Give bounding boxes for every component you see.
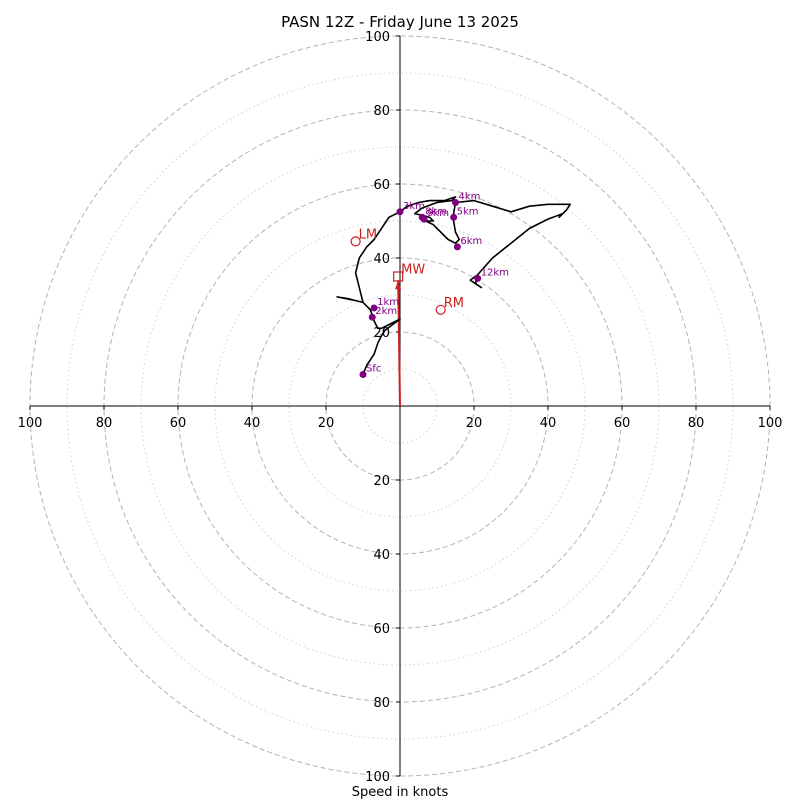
height-label-3km: 3km <box>403 201 425 212</box>
x-tick-label: 40 <box>540 416 557 431</box>
shear-vector-arrowhead <box>395 280 402 290</box>
x-tick-label: 20 <box>318 416 335 431</box>
shear-vector-line <box>397 280 401 407</box>
y-tick-label: 80 <box>373 696 390 711</box>
y-tick-label: 40 <box>373 252 390 267</box>
storm-motion-markers: LM RM MW <box>350 227 464 315</box>
x-tick-label: 100 <box>18 416 43 431</box>
height-label-12km: 12km <box>481 267 509 278</box>
height-label-1km: 1km <box>377 297 399 308</box>
height-marker-sfc <box>359 371 367 379</box>
x-tick-label: 80 <box>96 416 113 431</box>
height-label-9km: 9km <box>427 208 449 219</box>
x-tick-label: 80 <box>688 416 705 431</box>
y-tick-label: 60 <box>373 622 390 637</box>
motion-marker-rm <box>435 304 446 315</box>
hodograph-trace <box>336 196 572 375</box>
height-marker-3km <box>396 208 404 216</box>
height-marker-5km <box>450 213 458 221</box>
height-label-8km: 8km <box>425 206 447 217</box>
height-marker-1km <box>370 304 378 312</box>
x-tick-label: 60 <box>614 416 631 431</box>
height-marker-4km <box>452 199 459 206</box>
y-tick-label: 60 <box>373 178 390 193</box>
height-label-6km: 6km <box>460 236 482 247</box>
y-tick-label: 40 <box>373 548 390 563</box>
y-tick-label: 100 <box>365 30 390 45</box>
chart-title: PASN 12Z - Friday June 13 2025 <box>281 13 519 31</box>
motion-label-mw: MW <box>401 263 425 278</box>
wind-trace-line <box>336 196 572 375</box>
height-label-5km: 5km <box>457 206 479 217</box>
x-tick-label: 20 <box>466 416 483 431</box>
y-tick-label: 100 <box>365 770 390 785</box>
motion-marker-mw <box>393 271 404 282</box>
y-tick-label: 20 <box>373 474 390 489</box>
motion-label-lm: LM <box>359 227 377 242</box>
x-axis-label: Speed in knots <box>352 785 449 800</box>
height-marker-12km <box>474 274 482 282</box>
y-tick-label: 80 <box>373 104 390 119</box>
motion-marker-lm <box>350 236 361 247</box>
height-marker-6km <box>453 243 461 251</box>
shear-vector <box>395 280 402 407</box>
x-tick-label: 100 <box>758 416 783 431</box>
height-label-4km: 4km <box>459 192 481 203</box>
height-marker-9km <box>420 215 428 223</box>
x-tick-label: 40 <box>244 416 261 431</box>
height-label-sfc: Sfc <box>366 364 381 375</box>
height-marker-2km <box>368 313 376 321</box>
height-label-2km: 2km <box>375 306 397 317</box>
motion-label-rm: RM <box>444 296 464 311</box>
x-tick-label: 60 <box>170 416 187 431</box>
